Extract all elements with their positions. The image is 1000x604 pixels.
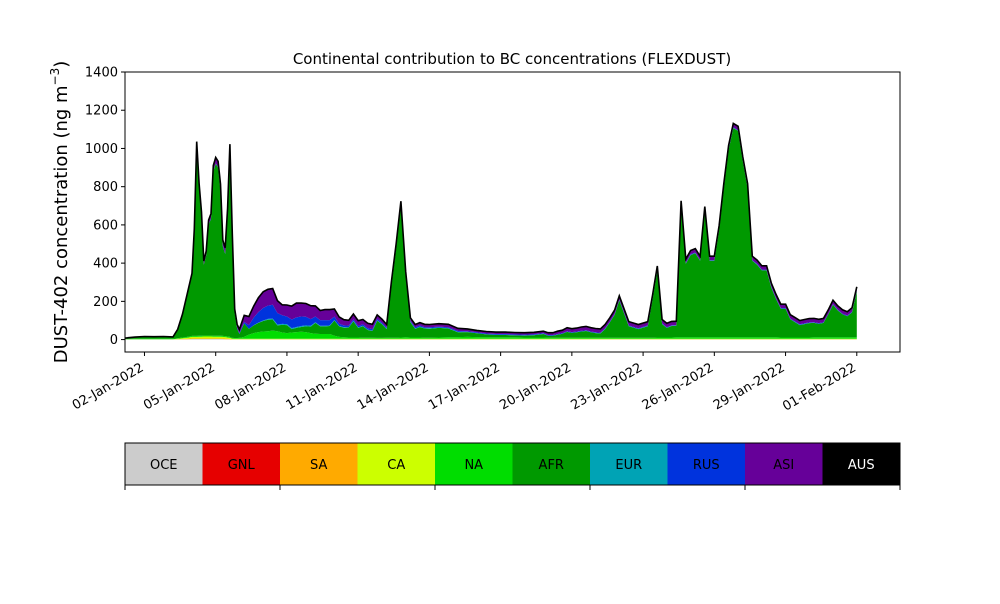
plot-area (126, 123, 857, 339)
legend-label: ASI (773, 458, 794, 473)
y-axis-label-main: DUST-402 concentration (ng m (51, 85, 72, 363)
legend-label: GNL (228, 458, 256, 473)
legend-label: EUR (615, 458, 642, 473)
legend-label: OCE (150, 458, 178, 473)
y-axis-label-close: ) (51, 61, 72, 68)
x-tick-label: 14-Jan-2022 (355, 360, 432, 413)
x-tick-label: 08-Jan-2022 (212, 360, 289, 413)
y-tick-label: 1400 (85, 66, 118, 81)
x-tick-label: 17-Jan-2022 (426, 360, 503, 413)
y-axis-label-exponent: −3 (48, 68, 62, 86)
x-tick-label: 01-Feb-2022 (780, 360, 859, 414)
legend-label: RUS (693, 458, 720, 473)
y-tick-label: 400 (93, 257, 118, 272)
y-tick-label: 0 (110, 333, 118, 348)
y-tick-label: 800 (93, 180, 118, 195)
x-tick-label: 20-Jan-2022 (497, 360, 574, 413)
x-tick-label: 11-Jan-2022 (284, 360, 361, 413)
y-tick-label: 1200 (85, 104, 118, 119)
y-tick-label: 1000 (85, 142, 118, 157)
y-tick-label: 600 (93, 218, 118, 233)
legend-label: NA (464, 458, 483, 473)
x-tick-label: 23-Jan-2022 (568, 360, 645, 413)
x-tick-label: 29-Jan-2022 (711, 360, 788, 413)
chart-title: Continental contribution to BC concentra… (293, 50, 731, 68)
legend-label: AFR (539, 458, 564, 473)
colorbar-legend: OCE GNL SA CA NA AFR EUR RUS ASI AUS (125, 443, 901, 490)
x-tick-label: 02-Jan-2022 (70, 360, 147, 413)
y-tick-label: 200 (93, 295, 118, 310)
legend-label: CA (387, 458, 405, 473)
x-tick-label: 05-Jan-2022 (141, 360, 218, 413)
x-tick-label: 26-Jan-2022 (640, 360, 717, 413)
legend-label: AUS (848, 458, 875, 473)
legend-label: SA (310, 458, 327, 473)
y-axis-label: DUST-402 concentration (ng m−3) (48, 61, 72, 364)
